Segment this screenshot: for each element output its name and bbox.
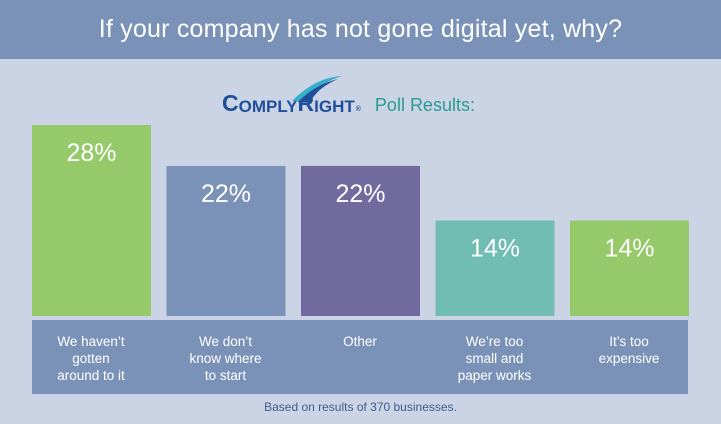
logo-swoosh-icon (292, 76, 342, 102)
bar-2 (166, 165, 286, 316)
footnote: Based on results of 370 businesses. (264, 400, 457, 414)
bar-4 (435, 220, 555, 316)
category-label: We’re too small and paper works (457, 334, 532, 383)
category-label-band (32, 320, 688, 394)
category-label: We haven’t gotten around to it (57, 334, 125, 383)
bar-1 (32, 125, 151, 316)
complyright-logo: C OMPLY R IGHT ® (222, 76, 361, 116)
logo-letter: C (222, 90, 239, 116)
bar-value-label: 22% (335, 180, 385, 208)
bar-value-label: 14% (470, 235, 520, 263)
bar-value-label: 14% (604, 235, 654, 263)
bar-3 (301, 165, 420, 316)
category-label: Other (343, 334, 377, 349)
category-label: It’s too expensive (598, 334, 660, 366)
bar-5 (570, 220, 689, 316)
poll-results-label: Poll Results: (374, 95, 475, 115)
bar-value-label: 28% (66, 139, 116, 167)
trademark-symbol: ® (355, 106, 361, 113)
logo-letters: OMPLY (238, 97, 298, 116)
title-bar: If your company has not gone digital yet… (0, 0, 721, 59)
logo-letters: IGHT (314, 97, 355, 116)
category-label: We don’t know where to start (189, 334, 262, 383)
bar-value-label: 22% (201, 180, 251, 208)
page-title: If your company has not gone digital yet… (98, 15, 623, 43)
brand-header: C OMPLY R IGHT ® Poll Results: (222, 75, 475, 115)
